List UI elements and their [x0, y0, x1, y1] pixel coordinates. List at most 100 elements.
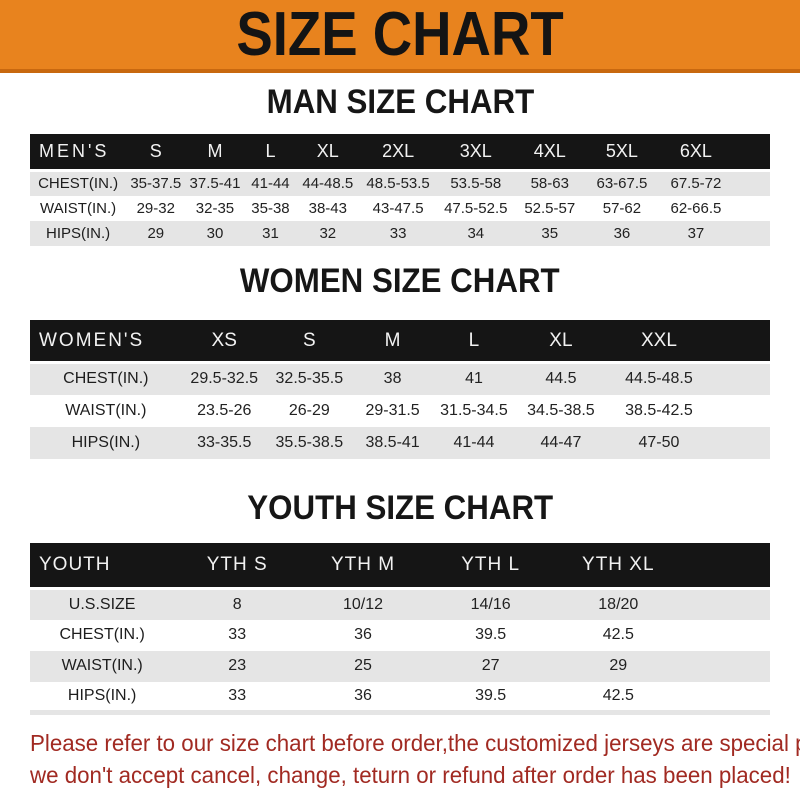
- column-header: S: [126, 134, 186, 172]
- table-cell: 32.5-35.5: [266, 362, 352, 395]
- section-heading-youth-label: YOUTH SIZE CHART: [247, 489, 553, 527]
- table-cell: 27: [425, 650, 556, 682]
- section-heading-women-label: WOMEN SIZE CHART: [240, 262, 560, 300]
- table-cell: 34.5-38.5: [514, 394, 608, 427]
- table-row: HIPS(IN.) 33-35.5 35.5-38.5 38.5-41 41-44 44-…: [30, 426, 770, 459]
- table-cell: 36: [584, 220, 659, 246]
- row-label: U.S.SIZE: [30, 588, 175, 620]
- column-header: XXL: [607, 320, 711, 364]
- spacer-cell: [732, 170, 770, 196]
- table-cell: 29.5-32.5: [181, 362, 267, 395]
- column-header: S: [266, 320, 352, 364]
- table-cell: 39.5: [425, 619, 556, 651]
- column-header: XL: [296, 134, 360, 172]
- table-cell: 29-32: [126, 195, 186, 221]
- table-cell: 39.5: [425, 681, 556, 713]
- section-heading-youth: YOUTH SIZE CHART: [0, 490, 800, 530]
- column-header: 4XL: [514, 134, 585, 172]
- table-cell: 10/12: [300, 588, 426, 620]
- column-header: YTH S: [174, 543, 301, 590]
- table-cell: 29: [555, 650, 682, 682]
- table-row: CHEST(IN.) 33 36 39.5 42.5: [30, 619, 770, 651]
- row-label: WAIST(IN.): [30, 195, 127, 221]
- table-header-row: MEN'S S M L XL 2XL 3XL 4XL 5XL 6XL: [30, 134, 770, 172]
- spacer-cell: [681, 681, 770, 713]
- column-header: YTH L: [425, 543, 556, 590]
- column-header: 6XL: [658, 134, 733, 172]
- table-corner-label: YOUTH: [30, 543, 175, 590]
- table-cell: 41: [433, 362, 515, 395]
- column-header: YTH XL: [555, 543, 682, 590]
- row-label: HIPS(IN.): [30, 220, 127, 246]
- table-cell: 42.5: [555, 619, 682, 651]
- table-cell: 47-50: [607, 426, 711, 459]
- table-cell: 29: [126, 220, 186, 246]
- table-cell: 38.5-41: [351, 426, 434, 459]
- spacer-cell: [732, 134, 770, 172]
- table-row: WAIST(IN.) 29-32 32-35 35-38 38-43 43-47.5 47.…: [30, 195, 770, 221]
- column-header: 3XL: [436, 134, 515, 172]
- table-cell: 33: [174, 619, 301, 651]
- table-row: CHEST(IN.) 29.5-32.5 32.5-35.5 38 41 44.5 44.5…: [30, 362, 770, 395]
- table-cell: 37.5-41: [185, 170, 245, 196]
- footer-note: Please refer to our size chart before or…: [30, 727, 800, 791]
- table-row: WAIST(IN.) 23 25 27 29: [30, 650, 770, 682]
- section-heading-women: WOMEN SIZE CHART: [0, 263, 800, 303]
- men-size-table: MEN'S S M L XL 2XL 3XL 4XL 5XL 6XL CHEST(IN.) 35-37…: [30, 134, 770, 246]
- table-corner-label: MEN'S: [30, 134, 127, 172]
- footer-note-line1: Please refer to our size chart before or…: [30, 730, 800, 756]
- spacer-cell: [710, 320, 770, 364]
- table-header-row: YOUTH YTH S YTH M YTH L YTH XL: [30, 543, 770, 590]
- column-header: YTH M: [300, 543, 426, 590]
- table-row: HIPS(IN.) 33 36 39.5 42.5: [30, 681, 770, 713]
- column-header: 2XL: [359, 134, 437, 172]
- spacer-cell: [681, 543, 770, 590]
- table-row: WAIST(IN.) 23.5-26 26-29 29-31.5 31.5-34.5 34…: [30, 394, 770, 427]
- row-label: CHEST(IN.): [30, 170, 127, 196]
- row-label: CHEST(IN.): [30, 619, 175, 651]
- table-row: U.S.SIZE 8 10/12 14/16 18/20: [30, 588, 770, 620]
- column-header: M: [185, 134, 245, 172]
- column-header: XS: [181, 320, 267, 364]
- table-cell: 47.5-52.5: [436, 195, 515, 221]
- page-title: SIZE CHART: [236, 0, 564, 69]
- table-corner-label: WOMEN'S: [30, 320, 182, 364]
- table-cell: 36: [300, 619, 426, 651]
- table-cell: 58-63: [514, 170, 585, 196]
- table-cell: 42.5: [555, 681, 682, 713]
- table-cell: 52.5-57: [514, 195, 585, 221]
- column-header: 5XL: [584, 134, 659, 172]
- table-cell: 35-38: [244, 195, 297, 221]
- table-cell: 48.5-53.5: [359, 170, 437, 196]
- table-row: CHEST(IN.) 35-37.5 37.5-41 41-44 44-48.5 48.5…: [30, 170, 770, 196]
- table-cell: 62-66.5: [658, 195, 733, 221]
- table-cell: 30: [185, 220, 245, 246]
- spacer-cell: [681, 650, 770, 682]
- table-cell: 32-35: [185, 195, 245, 221]
- spacer-cell: [732, 220, 770, 246]
- table-cell: 44.5-48.5: [607, 362, 711, 395]
- table-cell: 32: [296, 220, 360, 246]
- table-cell: 34: [436, 220, 515, 246]
- table-header-row: WOMEN'S XS S M L XL XXL: [30, 320, 770, 364]
- table-cell: 31: [244, 220, 297, 246]
- table-cell: 57-62: [584, 195, 659, 221]
- table-cell: 35: [514, 220, 585, 246]
- spacer-cell: [710, 394, 770, 427]
- table-cell: 53.5-58: [436, 170, 515, 196]
- row-label: HIPS(IN.): [30, 681, 175, 713]
- table-cell: 23: [174, 650, 301, 682]
- row-label: CHEST(IN.): [30, 362, 182, 395]
- spacer-cell: [681, 619, 770, 651]
- table-cell: 44-48.5: [296, 170, 360, 196]
- table-cell: 31.5-34.5: [433, 394, 515, 427]
- banner: SIZE CHART: [0, 0, 800, 73]
- section-heading-men-label: MAN SIZE CHART: [266, 83, 534, 121]
- table-row: HIPS(IN.) 29 30 31 32 33 34 35 36 37: [30, 220, 770, 246]
- table-cell: 67.5-72: [658, 170, 733, 196]
- table-cell: 25: [300, 650, 426, 682]
- table-cell: 43-47.5: [359, 195, 437, 221]
- table-cell: 44-47: [514, 426, 608, 459]
- table-cell: 29-31.5: [351, 394, 434, 427]
- table-cell: 37: [658, 220, 733, 246]
